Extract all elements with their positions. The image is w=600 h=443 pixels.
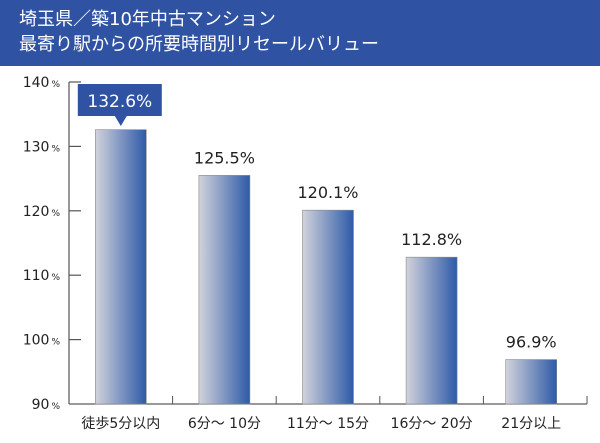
y-tick-label: 90% — [32, 397, 61, 413]
data-label: 120.1% — [297, 183, 358, 202]
x-tick-label: 徒歩5分以内 — [81, 416, 160, 432]
y-tick-label: 120% — [23, 204, 61, 220]
data-label: 125.5% — [194, 148, 255, 167]
bar — [405, 256, 458, 405]
y-tick-value: 110 — [23, 268, 50, 284]
value-callout-box — [77, 84, 162, 116]
bar — [95, 129, 147, 405]
y-tick-unit: % — [51, 144, 60, 154]
y-tick-label: 110% — [23, 268, 61, 284]
y-tick-label: 130% — [23, 139, 61, 155]
bar — [505, 359, 558, 405]
chart-title-banner: 埼玉県／築10年中古マンション 最寄り駅からの所要時間別リセールバリュー — [0, 0, 600, 66]
y-tick-value: 140 — [23, 75, 50, 91]
value-callout-pointer — [114, 116, 127, 126]
x-tick-label: 16分～ 20分 — [391, 416, 473, 432]
chart-title-line1: 埼玉県／築10年中古マンション — [19, 9, 276, 30]
y-tick-value: 120 — [23, 204, 50, 220]
y-tick-unit: % — [51, 338, 60, 348]
x-tick-label: 11分～ 15分 — [287, 416, 369, 432]
x-tick-label: 21分以上 — [501, 416, 561, 432]
bar — [198, 175, 251, 405]
y-tick-value: 90 — [32, 397, 50, 413]
y-tick-unit: % — [51, 209, 60, 219]
data-label: 96.9% — [506, 333, 557, 352]
y-tick-label: 100% — [23, 333, 61, 349]
y-tick-value: 100 — [23, 333, 50, 349]
data-label: 112.8% — [401, 230, 462, 249]
y-tick-unit: % — [51, 273, 60, 283]
x-tick-label: 6分～ 10分 — [188, 416, 261, 432]
chart-title-line2: 最寄り駅からの所要時間別リセールバリュー — [19, 34, 379, 55]
y-tick-label: 140% — [23, 75, 61, 91]
y-tick-value: 130 — [23, 139, 50, 155]
data-label: 132.6% — [87, 92, 152, 112]
bar — [302, 209, 354, 405]
y-tick-unit: % — [51, 402, 60, 412]
y-tick-unit: % — [51, 80, 60, 90]
